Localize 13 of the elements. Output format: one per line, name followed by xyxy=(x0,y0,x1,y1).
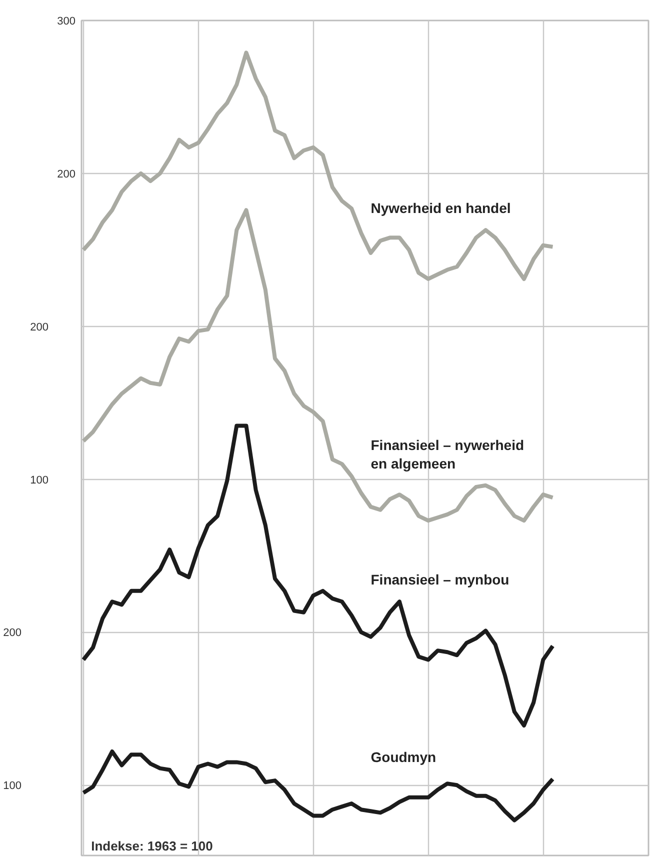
line-series xyxy=(82,424,555,728)
y-tick-label: 300 xyxy=(57,16,76,28)
y3-tick-label: 100 xyxy=(3,780,22,792)
y2-tick-label: 200 xyxy=(30,321,49,334)
y2-tick-label: 100 xyxy=(30,474,49,486)
series-label: Nywerheid en handel xyxy=(370,200,511,216)
series-label: Goudmyn xyxy=(370,749,436,766)
y3-tick-label: 200 xyxy=(3,627,22,640)
line-series xyxy=(82,50,555,281)
text: Finansieel – mynbou xyxy=(370,572,510,588)
line-series xyxy=(82,750,555,822)
annotation: Indekse: 1963 = 100 xyxy=(91,838,213,854)
series-label: Finansieel – nywerheid en algemeen xyxy=(370,437,524,472)
